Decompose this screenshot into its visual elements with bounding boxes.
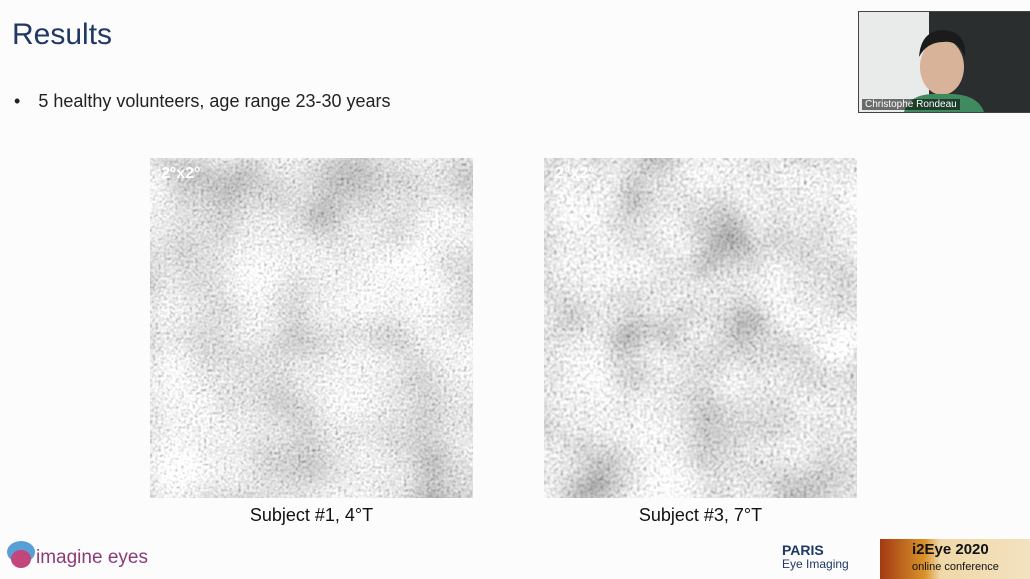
image-caption: Subject #3, 7°T <box>638 505 763 525</box>
bullet-text: 5 healthy volunteers, age range 23-30 ye… <box>38 91 391 111</box>
image-label: 2°x2° <box>161 165 201 182</box>
logo-text: PARIS <box>782 542 824 558</box>
slide-title: Results <box>12 18 113 51</box>
logo-icon <box>7 541 35 568</box>
image-texture <box>544 158 857 498</box>
image-caption: Subject #1, 4°T <box>249 505 374 525</box>
logo-paris: PARIS Eye Imaging <box>782 543 849 571</box>
participant-name: Christophe Rondeau <box>862 99 960 110</box>
conference-title: i2Eye 2020 <box>912 541 989 558</box>
image-label: 2°x2° <box>555 165 595 182</box>
webcam-tile: Christophe Rondeau <box>858 11 1030 113</box>
image-texture <box>150 158 473 498</box>
logo-text: imagine eyes <box>36 547 148 568</box>
bullet: • 5 healthy volunteers, age range 23-30 y… <box>14 91 391 111</box>
conference-subtitle: online conference <box>912 561 999 573</box>
logo-subtext: Eye Imaging <box>782 557 849 571</box>
webcam-video <box>904 12 1030 112</box>
logo-imagine-eyes: imagine eyes <box>6 539 148 569</box>
retina-image: 2°x2° <box>544 158 857 498</box>
conference-banner: i2Eye 2020 online conference <box>880 539 1030 579</box>
retina-image: 2°x2° <box>150 158 473 498</box>
